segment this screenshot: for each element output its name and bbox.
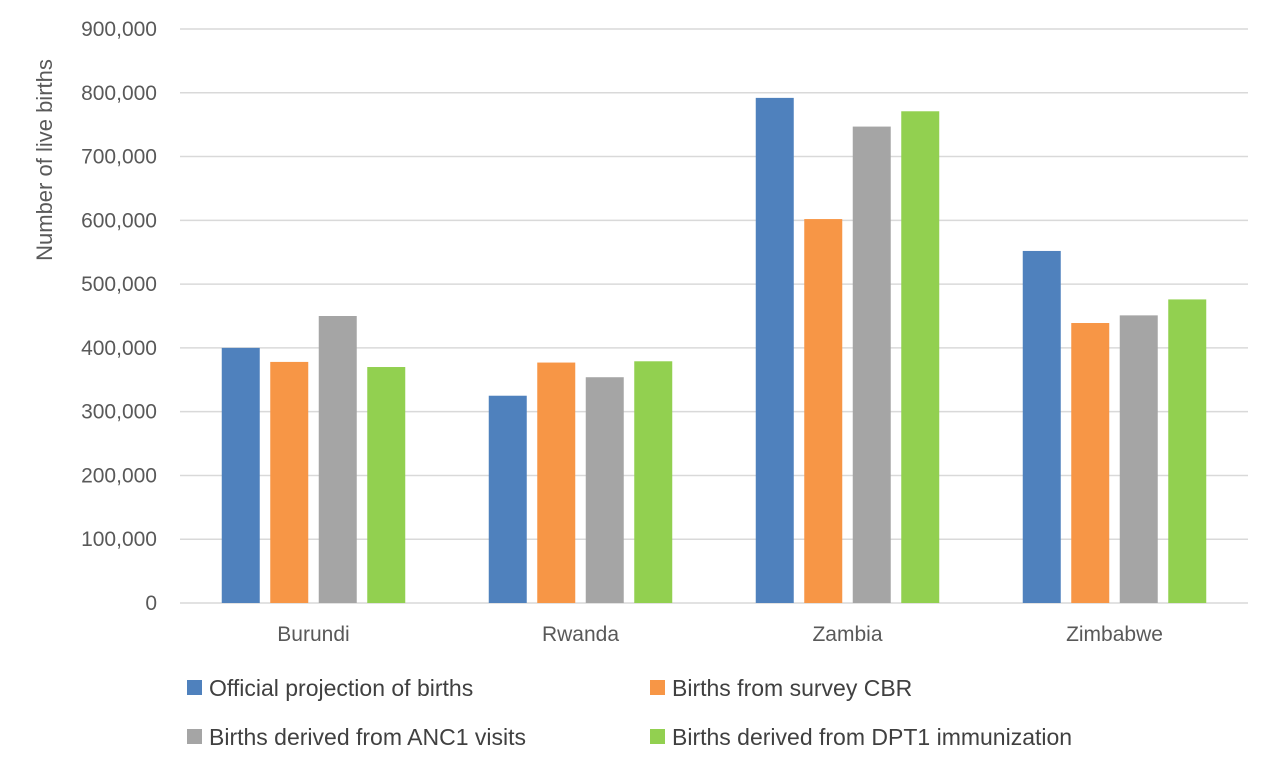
legend-label: Births from survey CBR [672, 675, 912, 701]
bar [1022, 250, 1061, 604]
legend-label: Official projection of births [209, 675, 473, 701]
bar [367, 367, 406, 603]
y-tick-label: 0 [145, 592, 157, 615]
y-axis-label: Number of live births [32, 59, 57, 261]
bars [221, 97, 1207, 604]
legend-item: Official projection of births [187, 675, 473, 701]
x-tick-label: Rwanda [542, 623, 619, 646]
x-tick-label: Zimbabwe [1066, 623, 1163, 646]
legend-swatch [650, 729, 665, 744]
y-tick-label: 700,000 [81, 146, 157, 169]
legend-swatch [187, 729, 202, 744]
bar [537, 362, 576, 603]
legend-swatch [187, 680, 202, 695]
bar [901, 111, 940, 604]
y-tick-label: 500,000 [81, 273, 157, 296]
y-tick-label: 600,000 [81, 209, 157, 232]
gridlines [180, 28, 1248, 604]
legend: Official projection of births Births from… [187, 675, 1072, 750]
bar [585, 377, 624, 603]
x-axis-ticks: Burundi Rwanda Zambia Zimbabwe [277, 623, 1163, 646]
bar [804, 219, 843, 603]
bar [270, 361, 309, 603]
legend-label: Births derived from ANC1 visits [209, 724, 526, 750]
legend-item: Births derived from ANC1 visits [187, 724, 526, 750]
y-tick-label: 800,000 [81, 82, 157, 105]
bar [1168, 299, 1207, 603]
x-tick-label: Burundi [277, 623, 349, 646]
bar [634, 361, 673, 603]
legend-label: Births derived from DPT1 immunization [672, 724, 1072, 750]
legend-item: Births from survey CBR [650, 675, 912, 701]
y-tick-label: 200,000 [81, 464, 157, 487]
bar [1119, 315, 1158, 603]
y-tick-label: 400,000 [81, 337, 157, 360]
y-axis-ticks: 0 100,000 200,000 300,000 400,000 500,000 600,… [81, 18, 157, 615]
y-tick-label: 300,000 [81, 401, 157, 424]
bar [755, 97, 794, 603]
bar [221, 347, 260, 603]
bar [852, 126, 891, 603]
bar [1071, 323, 1110, 603]
bar [318, 316, 357, 603]
y-tick-label: 100,000 [81, 528, 157, 551]
x-tick-label: Zambia [812, 623, 882, 646]
legend-swatch [650, 680, 665, 695]
bar [488, 395, 527, 603]
y-tick-label: 900,000 [81, 18, 157, 41]
legend-item: Births derived from DPT1 immunization [650, 724, 1072, 750]
